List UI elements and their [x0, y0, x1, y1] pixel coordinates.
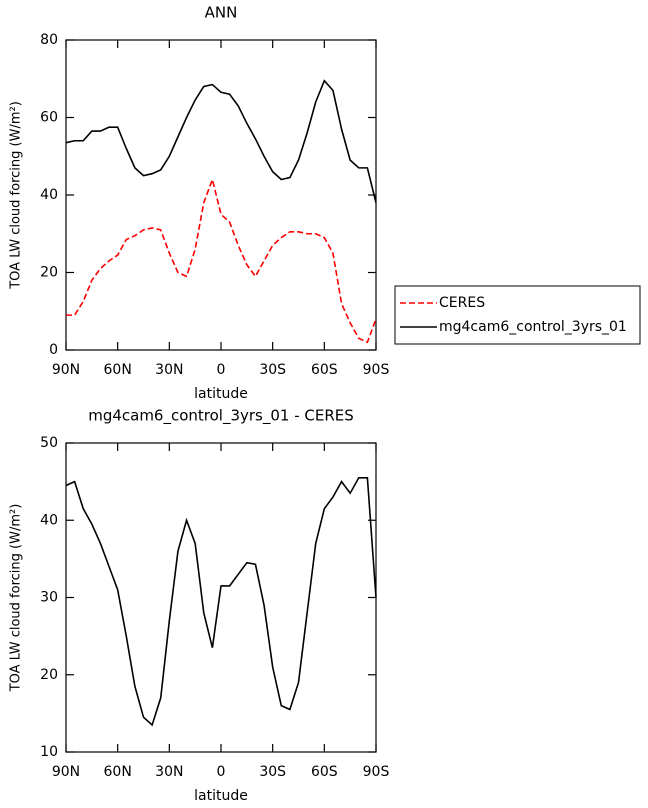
data-line: [65, 476, 377, 727]
legend-label: mg4cam6_control_3yrs_01: [439, 319, 627, 335]
legend-label: CERES: [439, 295, 485, 311]
x-axis-label: latitude: [194, 788, 248, 804]
y-tick-label: 30: [40, 590, 58, 606]
x-tick-label: 30S: [259, 764, 286, 780]
x-tick-label: 30S: [259, 362, 286, 378]
x-tick-label: 60S: [311, 362, 338, 378]
y-axis-label: TOA LW cloud forcing (W/m²): [9, 504, 24, 693]
data-line: [65, 79, 377, 203]
x-tick-label: 0: [217, 764, 226, 780]
y-axis-label: TOA LW cloud forcing (W/m²): [9, 101, 24, 290]
x-tick-label: 0: [217, 362, 226, 378]
x-tick-label: 60N: [104, 764, 132, 780]
chart-title: mg4cam6_control_3yrs_01 - CERES: [88, 407, 354, 426]
x-tick-label: 30N: [155, 362, 183, 378]
x-axis-label: latitude: [194, 386, 248, 402]
y-tick-label: 60: [40, 110, 58, 126]
x-tick-label: 90N: [52, 764, 80, 780]
data-line: [66, 176, 377, 344]
y-tick-label: 50: [40, 435, 58, 451]
x-tick-label: 30N: [155, 764, 183, 780]
x-tick-label: 90S: [363, 362, 390, 378]
x-tick-label: 60N: [104, 362, 132, 378]
y-tick-label: 20: [40, 667, 58, 683]
legend-box: [394, 285, 641, 345]
y-tick-label: 80: [40, 32, 58, 48]
chart-title: ANN: [205, 4, 238, 22]
y-tick-label: 20: [40, 265, 58, 281]
x-tick-label: 90N: [52, 362, 80, 378]
y-tick-label: 0: [49, 342, 58, 358]
y-tick-label: 10: [40, 744, 58, 760]
plot-frame: [65, 442, 377, 753]
y-tick-label: 40: [40, 512, 58, 528]
x-tick-label: 60S: [311, 764, 338, 780]
y-tick-label: 40: [40, 187, 58, 203]
x-tick-label: 90S: [363, 764, 390, 780]
